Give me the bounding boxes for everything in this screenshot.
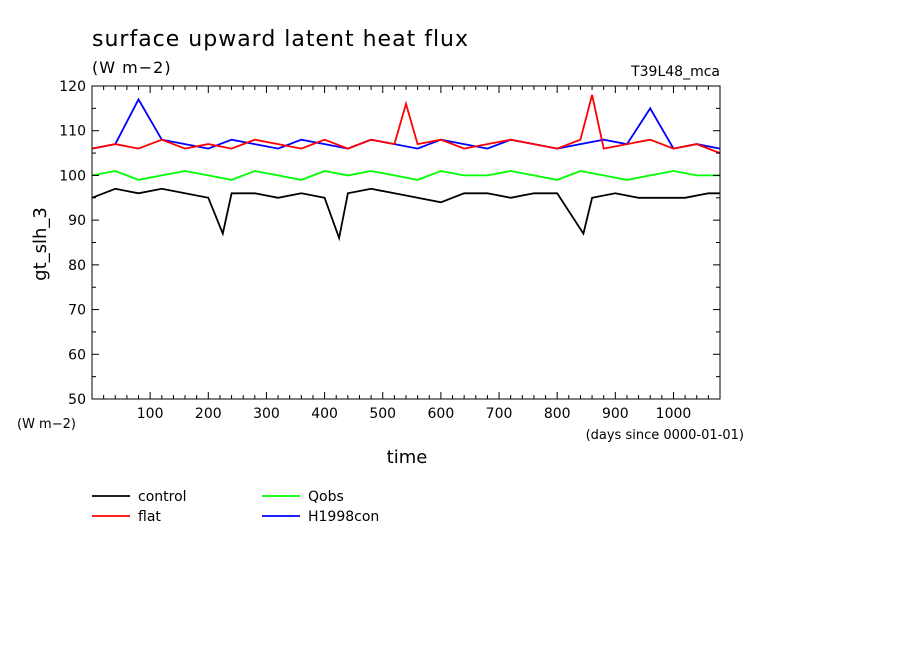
- plot-frame: [91, 85, 721, 400]
- x-tick-label: 600: [428, 406, 455, 422]
- x-tick-label: 200: [195, 406, 222, 422]
- series-line-flat: [91, 94, 721, 154]
- plot-lines: [91, 94, 721, 242]
- x-tick-label: 100: [137, 406, 164, 422]
- x-tick-label: 800: [544, 406, 571, 422]
- x-axis-label: time: [387, 447, 428, 468]
- legend-label-control: control: [138, 489, 187, 505]
- chart-title: surface upward latent heat flux: [92, 27, 469, 52]
- y-tick-label: 120: [59, 79, 86, 95]
- x-tick-label: 900: [602, 406, 629, 422]
- x-tick-label: 400: [311, 406, 338, 422]
- legend-label-h1998con: H1998con: [308, 509, 379, 525]
- y-tick-label: 70: [68, 303, 86, 319]
- y-axis-label: gt_slh_3: [30, 207, 51, 281]
- y-axis-units: (W m−2): [17, 417, 76, 432]
- y-tick-label: 50: [68, 392, 86, 408]
- series-line-qobs: [91, 170, 720, 181]
- y-tick-label: 60: [68, 347, 86, 363]
- experiment-tag: T39L48_mca: [630, 64, 720, 80]
- y-tick-label: 80: [68, 258, 86, 274]
- y-tick-label: 100: [59, 168, 86, 184]
- x-tick-label: 500: [369, 406, 396, 422]
- legend-label-qobs: Qobs: [308, 489, 344, 505]
- x-tick-label: 1000: [656, 406, 692, 422]
- chart-units: (W m−2): [92, 58, 172, 77]
- x-axis-units: (days since 0000-01-01): [586, 428, 744, 443]
- y-tick-label: 90: [68, 213, 86, 229]
- legend: control flat Qobs H1998con: [92, 489, 379, 525]
- legend-label-flat: flat: [138, 509, 161, 525]
- x-tick-label: 700: [486, 406, 513, 422]
- y-tick-label: 110: [59, 124, 86, 140]
- series-line-control: [91, 187, 720, 242]
- x-tick-label: 300: [253, 406, 280, 422]
- axes: 50 60 70 80 90 100 110 120 100 200 300 400 500 600 700…: [59, 79, 721, 422]
